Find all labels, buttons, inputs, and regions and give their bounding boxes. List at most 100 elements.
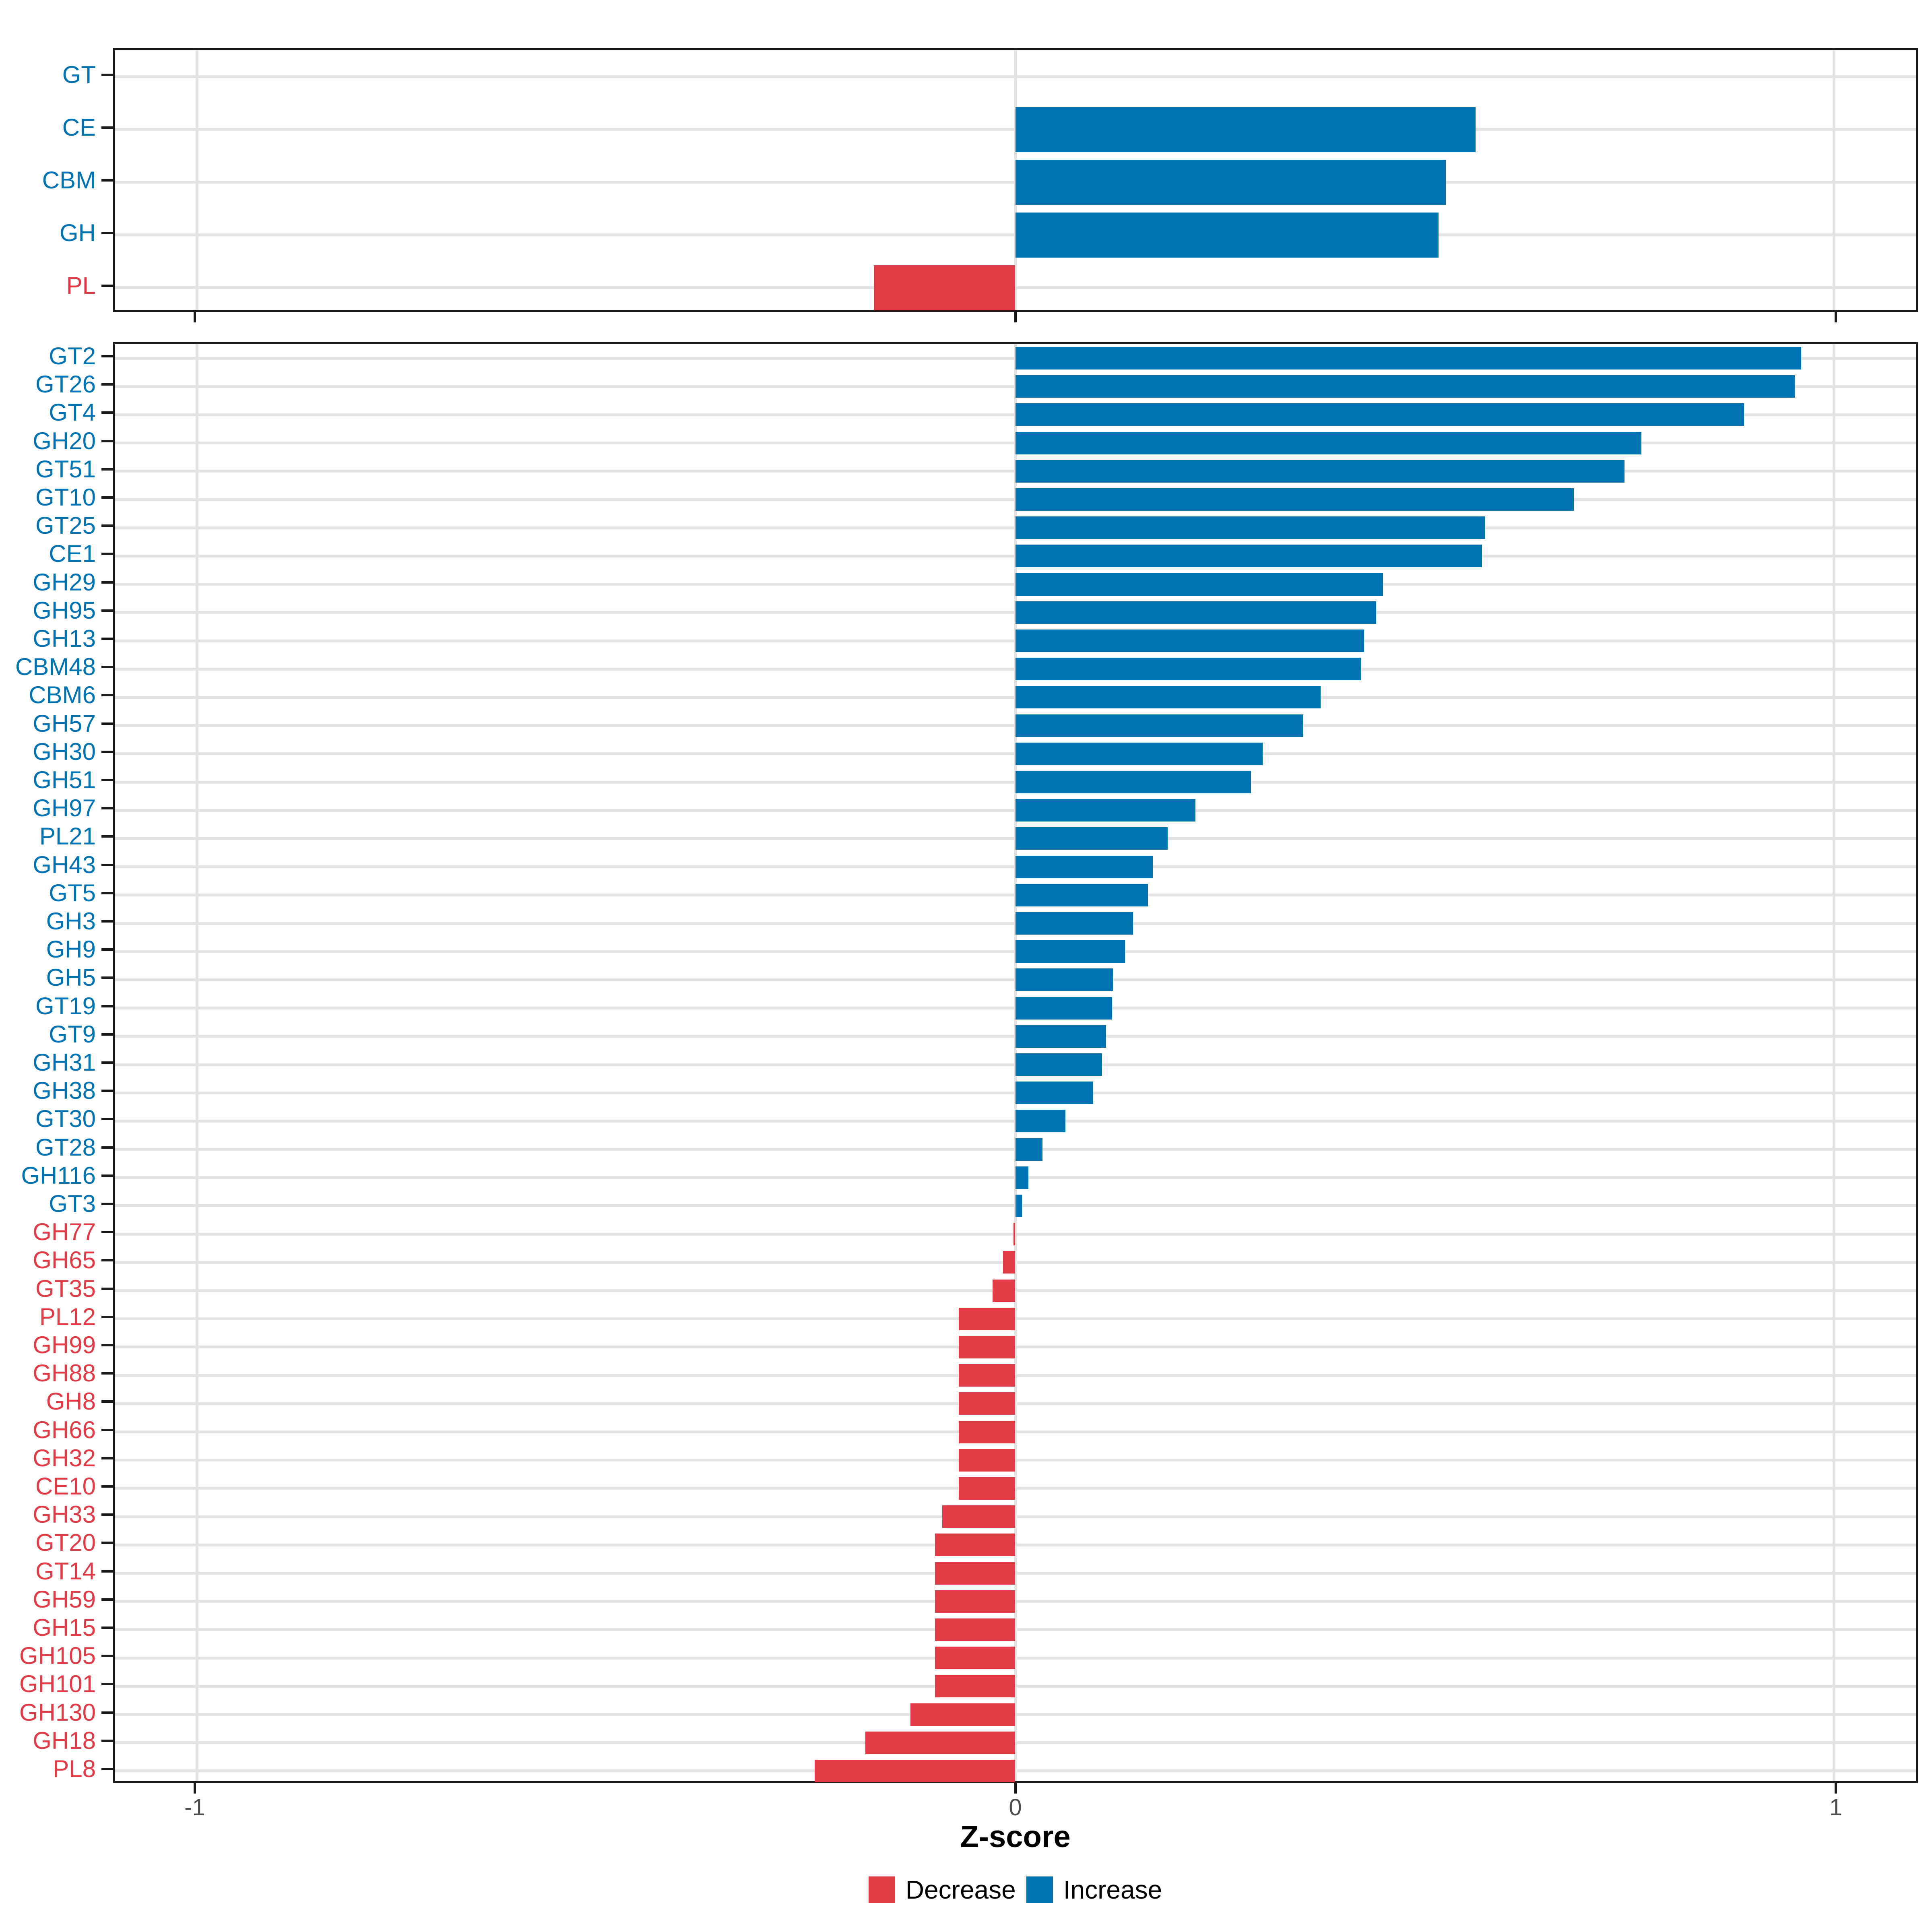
y-axis-tick xyxy=(101,666,113,669)
bar-GT25 xyxy=(1015,516,1485,539)
category-label-GH30: GH30 xyxy=(33,738,96,765)
bar-GT14 xyxy=(935,1562,1016,1585)
bar-GT2 xyxy=(1015,347,1802,370)
legend-item-decrease: Decrease xyxy=(868,1875,1016,1904)
bar-GH57 xyxy=(1015,714,1304,737)
category-label-GT: GT xyxy=(62,61,96,88)
y-axis-tick xyxy=(101,1570,113,1573)
bar-GT9 xyxy=(1015,1025,1106,1048)
category-label-PL: PL xyxy=(66,272,96,299)
bar-GH8 xyxy=(959,1392,1016,1415)
category-label-CE1: CE1 xyxy=(49,540,96,568)
y-axis-tick xyxy=(101,1542,113,1544)
y-axis-tick xyxy=(101,892,113,894)
horizontal-gridline xyxy=(115,1374,1916,1377)
category-label-GT35: GT35 xyxy=(35,1275,96,1302)
x-tick-label-1: 1 xyxy=(1829,1794,1843,1821)
y-axis-tick xyxy=(101,126,113,129)
category-label-CBM6: CBM6 xyxy=(29,681,96,709)
bar-CE xyxy=(1015,107,1476,152)
horizontal-gridline xyxy=(115,1543,1916,1546)
category-label-GH8: GH8 xyxy=(46,1388,96,1415)
y-axis-tick xyxy=(101,581,113,584)
y-axis-tick xyxy=(101,1372,113,1375)
x-axis-tick xyxy=(193,312,196,322)
category-label-GT2: GT2 xyxy=(49,343,96,370)
bar-GT35 xyxy=(992,1279,1016,1302)
category-label-GH3: GH3 xyxy=(46,908,96,935)
bar-GH130 xyxy=(910,1703,1016,1726)
bar-GH32 xyxy=(959,1449,1016,1472)
bar-PL12 xyxy=(959,1307,1016,1330)
y-axis-tick xyxy=(101,1061,113,1064)
category-label-GT9: GT9 xyxy=(49,1020,96,1048)
y-axis-tick xyxy=(101,1457,113,1459)
bar-GT26 xyxy=(1015,375,1795,398)
category-label-GH5: GH5 xyxy=(46,964,96,991)
category-label-GH32: GH32 xyxy=(33,1444,96,1472)
bar-GH3 xyxy=(1015,912,1133,935)
category-label-GT26: GT26 xyxy=(35,371,96,398)
category-label-GH31: GH31 xyxy=(33,1049,96,1076)
category-label-GH65: GH65 xyxy=(33,1247,96,1274)
vertical-gridline xyxy=(1833,50,1836,310)
legend-item-increase: Increase xyxy=(1026,1876,1162,1904)
bar-GH66 xyxy=(959,1420,1016,1443)
category-label-GT20: GT20 xyxy=(35,1529,96,1556)
y-axis-tick xyxy=(101,1485,113,1488)
x-axis-tick xyxy=(1835,1783,1837,1794)
bar-GT30 xyxy=(1015,1110,1065,1133)
y-axis-tick xyxy=(101,1767,113,1770)
horizontal-gridline xyxy=(115,286,1916,289)
legend: Decrease Increase xyxy=(113,1876,1918,1904)
category-label-GH20: GH20 xyxy=(33,427,96,454)
category-label-GT4: GT4 xyxy=(49,399,96,426)
x-axis-tick xyxy=(1014,1783,1017,1794)
bar-CBM xyxy=(1015,159,1446,205)
bar-GH30 xyxy=(1015,742,1263,765)
y-axis-tick xyxy=(101,1344,113,1346)
bar-GH38 xyxy=(1015,1082,1093,1104)
bar-GH xyxy=(1015,212,1439,258)
category-label-CBM48: CBM48 xyxy=(15,653,96,681)
x-axis-tick xyxy=(1835,312,1837,322)
bar-GT19 xyxy=(1015,997,1112,1020)
horizontal-gridline xyxy=(115,1402,1916,1405)
category-label-PL12: PL12 xyxy=(39,1303,96,1330)
horizontal-gridline xyxy=(115,1346,1916,1349)
horizontal-gridline xyxy=(115,1317,1916,1321)
bar-CE1 xyxy=(1015,545,1482,568)
category-label-GT3: GT3 xyxy=(49,1190,96,1217)
y-axis-tick xyxy=(101,1626,113,1629)
y-axis-tick xyxy=(101,284,113,287)
y-axis-tick xyxy=(101,1146,113,1149)
category-label-GH38: GH38 xyxy=(33,1077,96,1104)
legend-label: Decrease xyxy=(905,1875,1016,1904)
y-axis-tick xyxy=(101,1287,113,1290)
y-axis-tick xyxy=(101,948,113,951)
category-label-GH9: GH9 xyxy=(46,936,96,963)
y-axis-tick xyxy=(101,1231,113,1234)
top-panel xyxy=(113,48,1918,312)
horizontal-gridline xyxy=(115,1289,1916,1292)
horizontal-gridline xyxy=(115,1741,1916,1744)
category-label-GH99: GH99 xyxy=(33,1331,96,1358)
y-axis-tick xyxy=(101,863,113,866)
x-tick-label--1: -1 xyxy=(184,1794,205,1821)
horizontal-gridline xyxy=(115,1656,1916,1660)
y-axis-tick xyxy=(101,383,113,386)
category-label-GH101: GH101 xyxy=(19,1670,96,1698)
bottom-panel xyxy=(113,342,1918,1783)
y-axis-tick xyxy=(101,750,113,753)
category-label-GH29: GH29 xyxy=(33,568,96,596)
bar-GT5 xyxy=(1015,883,1148,906)
category-label-GH66: GH66 xyxy=(33,1416,96,1443)
legend-swatch-increase xyxy=(1026,1876,1053,1903)
y-axis-tick xyxy=(101,496,113,499)
horizontal-gridline xyxy=(115,1459,1916,1462)
category-label-GH18: GH18 xyxy=(33,1727,96,1754)
bar-GT20 xyxy=(935,1534,1016,1556)
horizontal-gridline xyxy=(115,1232,1916,1236)
y-axis-tick xyxy=(101,553,113,555)
vertical-gridline xyxy=(195,344,198,1781)
